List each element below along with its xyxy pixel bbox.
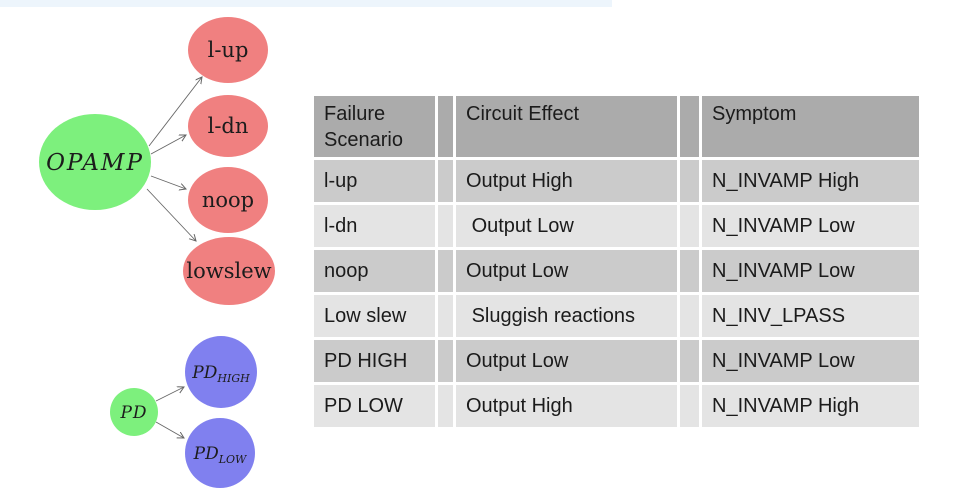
cell-spacer [438, 340, 453, 382]
cell-spacer [680, 385, 699, 427]
cell-spacer [438, 160, 453, 202]
node-label-pd: PD [119, 403, 147, 423]
header-spacer-2 [680, 96, 699, 157]
table-row: PD HIGH Output Low N_INVAMP Low [314, 340, 919, 382]
cell-scenario: PD LOW [314, 385, 435, 427]
cell-spacer [438, 250, 453, 292]
cell-spacer [680, 340, 699, 382]
cell-symptom: N_INVAMP Low [702, 250, 919, 292]
cell-spacer [438, 385, 453, 427]
cell-effect: Output High [456, 385, 677, 427]
table-header-row: Failure Scenario Circuit Effect Symptom [314, 96, 919, 157]
edge-opamp-lowslew [146, 188, 196, 241]
cell-spacer [680, 250, 699, 292]
failure-mode-table: Failure Scenario Circuit Effect Symptom … [311, 93, 922, 430]
tree-node-ldn: l-dn [188, 95, 268, 157]
cell-scenario: l-dn [314, 205, 435, 247]
node-label-noop: noop [202, 188, 254, 212]
edge-opamp-lup [148, 77, 202, 147]
cell-symptom: N_INVAMP Low [702, 205, 919, 247]
node-label-ldn: l-dn [208, 114, 249, 138]
cell-symptom: N_INV_LPASS [702, 295, 919, 337]
tree-node-noop: noop [188, 167, 268, 233]
node-label-pd-high: PDHIGH [191, 363, 250, 385]
cell-scenario: l-up [314, 160, 435, 202]
tree-node-pd: PD [110, 388, 158, 436]
cell-effect: Output High [456, 160, 677, 202]
header-cell-failure-scenario: Failure Scenario [314, 96, 435, 157]
cell-scenario: PD HIGH [314, 340, 435, 382]
opamp-edges [146, 77, 202, 241]
fault-tree-diagram: OPAMP l-up l-dn noop lowslew PD PDHI [39, 17, 275, 488]
header-cell-symptom: Symptom [702, 96, 919, 157]
node-label-lup: l-up [208, 38, 249, 62]
cell-spacer [438, 205, 453, 247]
table-row: noop Output Low N_INVAMP Low [314, 250, 919, 292]
table-row: l-up Output High N_INVAMP High [314, 160, 919, 202]
cell-spacer [680, 160, 699, 202]
edge-opamp-noop [150, 175, 186, 189]
table-row: l-dn Output Low N_INVAMP Low [314, 205, 919, 247]
header-cell-circuit-effect: Circuit Effect [456, 96, 677, 157]
node-label-lowslew: lowslew [186, 259, 271, 283]
pd-edges [155, 387, 184, 438]
tree-node-opamp: OPAMP [39, 114, 151, 210]
tree-node-lup: l-up [188, 17, 268, 83]
edge-pd-high [155, 387, 184, 402]
edge-opamp-ldn [150, 135, 186, 155]
cell-effect: Output Low [456, 205, 677, 247]
cell-spacer [680, 295, 699, 337]
cell-scenario: Low slew [314, 295, 435, 337]
table-row: Low slew Sluggish reactions N_INV_LPASS [314, 295, 919, 337]
cell-symptom: N_INVAMP Low [702, 340, 919, 382]
cell-scenario: noop [314, 250, 435, 292]
cell-symptom: N_INVAMP High [702, 160, 919, 202]
window-edge-strip [0, 0, 612, 7]
cell-symptom: N_INVAMP High [702, 385, 919, 427]
node-label-opamp: OPAMP [46, 150, 144, 176]
cell-effect: Sluggish reactions [456, 295, 677, 337]
header-spacer-1 [438, 96, 453, 157]
tree-node-lowslew: lowslew [183, 237, 275, 305]
cell-effect: Output Low [456, 250, 677, 292]
edge-pd-low [155, 421, 184, 438]
tree-node-pd-high: PDHIGH [185, 336, 257, 408]
cell-effect: Output Low [456, 340, 677, 382]
cell-spacer [438, 295, 453, 337]
node-label-pd-low: PDLOW [193, 444, 248, 466]
cell-spacer [680, 205, 699, 247]
table-row: PD LOW Output High N_INVAMP High [314, 385, 919, 427]
tree-node-pd-low: PDLOW [185, 418, 255, 488]
